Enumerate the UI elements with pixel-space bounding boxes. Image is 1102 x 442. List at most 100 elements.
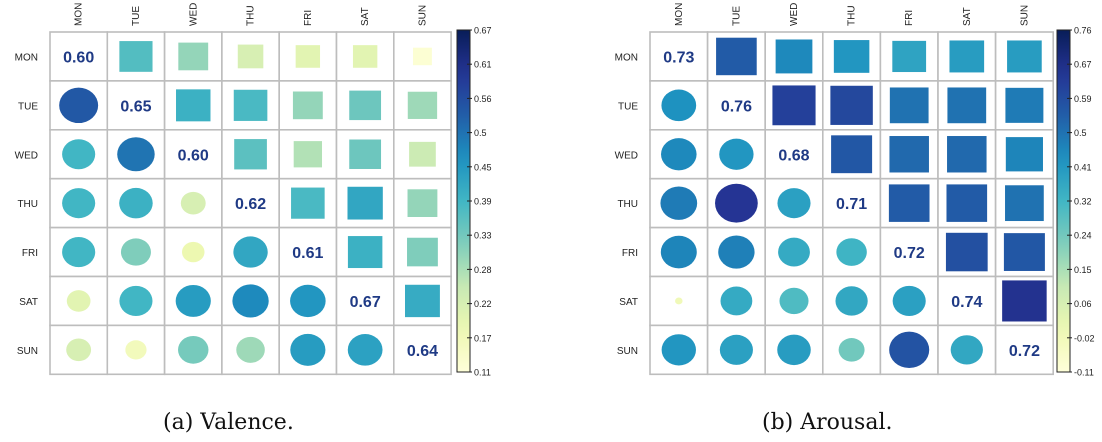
valence-row-label: MON: [15, 52, 38, 63]
valence-square-mark: [349, 139, 382, 169]
arousal-circle-mark: [675, 297, 683, 305]
arousal-diagonal-value: 0.73: [663, 49, 694, 66]
valence-circle-mark: [175, 284, 211, 317]
arousal-square-mark: [1003, 233, 1045, 271]
valence-diagonal-value: 0.64: [407, 343, 438, 360]
arousal-square-mark: [1002, 280, 1047, 322]
valence-circle-mark: [59, 87, 99, 124]
arousal-row-label: TUE: [618, 101, 638, 112]
valence-square-mark: [295, 45, 321, 68]
valence-square-mark: [347, 236, 383, 269]
arousal-circle-mark: [778, 237, 810, 267]
valence-square-mark: [233, 89, 268, 121]
arousal-square-mark: [947, 136, 987, 173]
valence-circle-mark: [125, 340, 147, 360]
valence-colorbar-label: 0.11: [474, 368, 491, 378]
valence-square-mark: [409, 141, 436, 167]
valence-circle-mark: [290, 284, 326, 318]
valence-colorbar-label: 0.17: [474, 333, 492, 343]
valence-colorbar-label: 0.56: [474, 94, 492, 104]
arousal-circle-mark: [660, 186, 698, 220]
valence-square-mark: [407, 189, 438, 217]
arousal-panel: MON TUE WED THU FRI SAT SUN MON TUE WED THU FRI SAT S…: [615, 3, 1095, 378]
arousal-circle-mark: [836, 238, 867, 266]
valence-circle-mark: [233, 236, 268, 268]
valence-square-mark: [178, 42, 209, 71]
valence-colorbar-label: 0.45: [474, 162, 492, 172]
arousal-circle-mark: [892, 285, 926, 317]
arousal-square-mark: [775, 39, 813, 74]
valence-panel: MON TUE WED THU FRI SAT SUN MON TUE WED THU FRI SAT S…: [15, 3, 492, 378]
valence-circle-mark: [119, 187, 153, 219]
arousal-circle-mark: [720, 286, 753, 316]
valence-colorbar-label: 0.39: [474, 197, 492, 207]
arousal-square-mark: [831, 135, 873, 174]
arousal-colorbar-label: -0.02: [1074, 333, 1095, 343]
arousal-square-mark: [947, 87, 987, 124]
arousal-col-label: SAT: [962, 7, 973, 26]
valence-diagonal-value: 0.61: [292, 245, 323, 262]
valence-circle-mark: [66, 338, 92, 362]
valence-grid-cell: [392, 324, 452, 376]
arousal-square-mark: [833, 40, 870, 73]
valence-col-label: TUE: [131, 6, 142, 26]
arousal-colorbar-label: -0.11: [1074, 368, 1094, 378]
valence-square-mark: [234, 139, 267, 170]
valence-square-mark: [176, 89, 211, 122]
valence-circle-mark: [117, 137, 155, 172]
arousal-row-label: THU: [617, 199, 638, 210]
arousal-col-label: FRI: [904, 10, 915, 26]
arousal-circle-mark: [661, 89, 697, 122]
arousal-col-label: TUE: [731, 6, 742, 26]
arousal-circle-mark: [719, 334, 753, 365]
valence-grid-cell: [49, 177, 109, 229]
arousal-square-mark: [946, 184, 988, 222]
valence-circle-mark: [62, 236, 96, 268]
valence-square-mark: [349, 90, 382, 121]
arousal-square-mark: [888, 184, 930, 222]
valence-square-mark: [119, 41, 153, 72]
arousal-row-label: WED: [615, 150, 638, 161]
valence-circle-mark: [62, 188, 96, 219]
valence-diagonal-value: 0.60: [178, 147, 209, 164]
arousal-colorbar-label: 0.15: [1074, 265, 1092, 275]
valence-circle-mark: [182, 241, 205, 263]
arousal-circle-mark: [718, 235, 755, 269]
valence-diagonal-value: 0.62: [235, 196, 266, 213]
arousal-square-mark: [1005, 185, 1044, 222]
arousal-colorbar-label: 0.67: [1074, 60, 1092, 70]
arousal-diagonal-value: 0.76: [721, 98, 752, 115]
valence-col-label: SAT: [360, 7, 371, 26]
arousal-row-label: SUN: [617, 346, 638, 357]
valence-diagonal-value: 0.65: [120, 98, 151, 115]
arousal-grid-cell: [649, 31, 709, 82]
arousal-circle-mark: [835, 286, 868, 316]
valence-circle-mark: [236, 336, 265, 363]
valence-circle-mark: [232, 284, 269, 318]
arousal-circle-mark: [838, 338, 865, 362]
valence-grid-cell: [49, 31, 109, 82]
arousal-colorbar-label: 0.32: [1074, 197, 1092, 207]
valence-square-mark: [293, 141, 323, 168]
arousal-diagonal-value: 0.71: [836, 196, 867, 213]
arousal-row-label: FRI: [622, 248, 638, 259]
arousal-grid-cell: [764, 129, 824, 180]
arousal-square-mark: [1007, 40, 1042, 73]
valence-circle-mark: [178, 336, 209, 364]
arousal-diagonal-value: 0.68: [778, 147, 809, 164]
arousal-square-mark: [772, 85, 816, 126]
caption-arousal: (b) Arousal.: [762, 410, 893, 435]
valence-colorbar-label: 0.33: [474, 231, 492, 241]
valence-col-label: SUN: [417, 5, 428, 26]
arousal-square-mark: [892, 40, 927, 73]
valence-colorbar-label: 0.61: [474, 60, 492, 70]
valence-square-mark: [237, 44, 264, 69]
arousal-circle-mark: [950, 335, 983, 365]
arousal-colorbar-label: 0.06: [1074, 299, 1092, 309]
arousal-colorbar-label: 0.76: [1074, 26, 1092, 36]
arousal-colorbar-label: 0.59: [1074, 94, 1092, 104]
valence-diagonal-value: 0.67: [350, 294, 381, 311]
valence-square-mark: [405, 284, 440, 318]
valence-square-mark: [407, 91, 438, 119]
arousal-square-mark: [889, 87, 929, 124]
